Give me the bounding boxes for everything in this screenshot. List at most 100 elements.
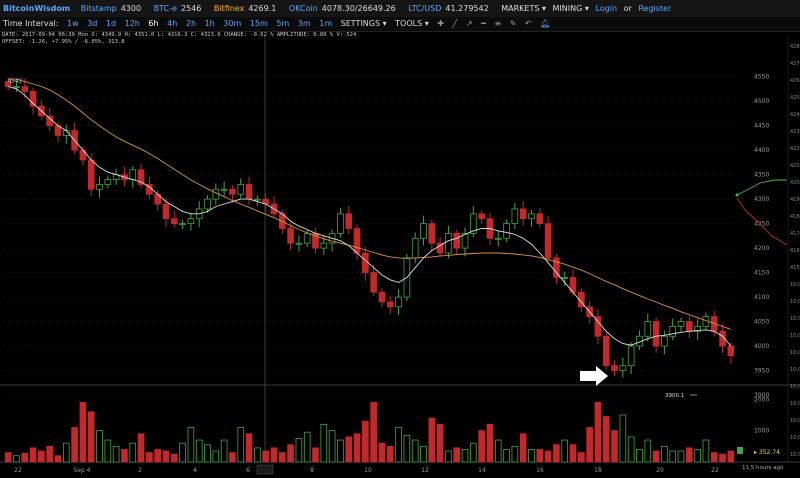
candle-body [162, 203, 170, 220]
volume-bar [320, 423, 328, 463]
candle-body [295, 242, 303, 245]
candle-body [362, 252, 369, 273]
login-link[interactable]: Login [595, 4, 618, 13]
time-interval-label: Time Interval: [3, 19, 59, 28]
register-link[interactable]: Register [638, 4, 672, 13]
volume-bar [146, 452, 153, 463]
mining-menu[interactable]: MINING ▾ [552, 4, 589, 13]
price-tick-label: 4050 [754, 319, 769, 326]
volume-bar [337, 439, 344, 463]
bell-icon[interactable]: 🔔︎ [540, 19, 551, 28]
ray-tool-icon[interactable]: ↗ [465, 19, 473, 28]
candle-body [719, 330, 726, 347]
interval-4h[interactable]: 4h [167, 19, 178, 28]
volume-bar [569, 444, 577, 463]
candle-body [561, 277, 569, 279]
interval-1h[interactable]: 1h [204, 19, 215, 28]
depth-axis-label: 10:00 [790, 401, 800, 407]
volume-bar [29, 447, 37, 463]
candle-body [644, 321, 652, 337]
candle-body [229, 188, 236, 195]
volume-bar [62, 442, 70, 463]
volume-bar [578, 452, 585, 463]
time-tick-label: 16 [536, 467, 544, 474]
price-tick-label: 4250 [754, 221, 769, 228]
exchange-bitfinex[interactable]: Bitfinex [213, 4, 245, 13]
volume-bar [470, 442, 477, 463]
volume-bar [461, 449, 469, 463]
volume-bar [702, 439, 710, 463]
interval-12h[interactable]: 12h [124, 19, 140, 28]
volume-bar [652, 450, 660, 463]
interval-1d[interactable]: 1d [105, 19, 117, 28]
interval-1w[interactable]: 1w [67, 19, 79, 28]
candle-body [79, 149, 87, 161]
exchange-btce[interactable]: BTC-e [153, 4, 177, 13]
interval-2h[interactable]: 2h [185, 19, 197, 28]
bitcoinwisdom-logo[interactable]: BitcoinWisdom [3, 4, 71, 13]
candle-body [287, 228, 294, 244]
volume-bar [195, 439, 203, 463]
time-tick-label: 12 [421, 467, 429, 474]
line-tool-icon[interactable]: ╱ [452, 19, 458, 28]
volume-bar [694, 449, 701, 463]
depth-axis-label: 4230 [790, 129, 800, 135]
exchange-ltcusd[interactable]: LTC/USD [408, 4, 442, 13]
settings-menu[interactable]: SETTINGS ▾ [340, 19, 387, 28]
interval-6h[interactable]: 6h [148, 19, 159, 28]
volume-bar [96, 430, 103, 463]
volume-bar [121, 449, 128, 463]
depth-current-dot [735, 193, 739, 197]
interval-15m[interactable]: 15m [249, 19, 268, 28]
undo-icon[interactable]: ↶ [525, 19, 532, 28]
crosshair-icon[interactable]: ✚ [437, 19, 444, 28]
price-tick-label: 4200 [754, 245, 769, 252]
interval-1m[interactable]: 1m [319, 19, 333, 28]
exchange-bitstamp[interactable]: Bitstamp [80, 4, 117, 13]
volume-bar [295, 438, 303, 463]
candle-body [461, 232, 469, 249]
volume-bar [719, 453, 726, 463]
tools-menu[interactable]: TOOLS ▾ [395, 19, 429, 28]
candle-body [669, 326, 677, 337]
volume-bar [245, 433, 253, 463]
fib-tool-icon[interactable]: ≡ [494, 19, 502, 28]
volume-bar [503, 449, 510, 463]
markets-menu[interactable]: MARKETS ▾ [501, 4, 546, 13]
volume-bar [129, 442, 137, 463]
candle-body [237, 184, 245, 195]
candle-body [528, 213, 535, 220]
depth-axis-label: 4270 [790, 61, 800, 67]
crosshair-time-box [256, 464, 274, 475]
candle-body [46, 115, 53, 127]
interval-5m[interactable]: 5m [276, 19, 290, 28]
interval-3d[interactable]: 3d [87, 19, 98, 28]
candle-body [129, 169, 137, 180]
price-tick-label: 4000 [754, 343, 769, 350]
candle-body [536, 213, 544, 225]
volume-bar [378, 442, 386, 463]
candle-body [594, 316, 602, 337]
depth-axis-label: 10:00 [790, 418, 800, 424]
volume-tick-label: 2000 [754, 396, 769, 403]
low-price-marker: 3900.1 [665, 393, 684, 399]
interval-30m[interactable]: 30m [223, 19, 242, 28]
candle-body [187, 218, 195, 225]
volume-bar [395, 427, 402, 463]
draw-tool-icon[interactable]: ✎ [509, 19, 517, 28]
candle-body [370, 272, 377, 293]
volume-bar [561, 439, 569, 463]
price-tick-label: 4400 [754, 147, 769, 154]
hline-tool-icon[interactable]: ━ [481, 19, 486, 28]
candle-body [652, 321, 660, 347]
interval-3m[interactable]: 3m [297, 19, 311, 28]
volume-bar [428, 417, 436, 463]
exchange-okcoin[interactable]: OKCoin [288, 4, 318, 13]
volume-bar [353, 433, 361, 463]
candle-body [511, 208, 519, 225]
volume-bar [636, 449, 643, 463]
volume-bar [511, 445, 519, 463]
depth-axis-label: 10:00 [790, 282, 800, 288]
volume-bar [262, 450, 269, 463]
